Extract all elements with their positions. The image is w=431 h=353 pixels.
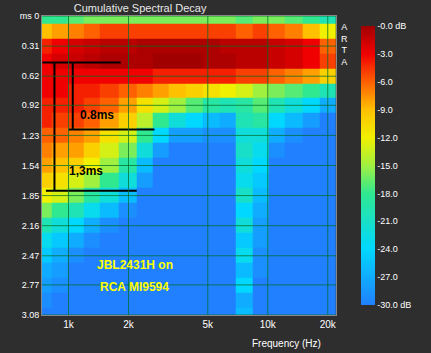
svg-text:0.8ms: 0.8ms [80,108,114,122]
svg-text:1.23: 1.23 [22,131,40,141]
svg-text:-21.0: -21.0 [377,216,398,226]
svg-text:JBL2431H on: JBL2431H on [97,258,173,272]
svg-text:0.62: 0.62 [22,71,40,81]
svg-text:-18.0: -18.0 [377,189,398,199]
svg-text:10k: 10k [260,319,277,330]
svg-text:0.92: 0.92 [22,100,40,110]
svg-text:1.54: 1.54 [22,161,40,171]
svg-text:-15.0: -15.0 [377,161,398,171]
svg-text:ARTA: ARTA [341,22,348,67]
svg-text:5k: 5k [203,319,215,330]
svg-text:2.77: 2.77 [22,280,40,290]
svg-text:1k: 1k [63,319,75,330]
svg-text:-27.0: -27.0 [377,272,398,282]
svg-text:-9.0: -9.0 [377,105,393,115]
svg-text:-30.0 dB: -30.0 dB [377,300,411,310]
svg-text:ms 0: ms 0 [20,11,40,21]
svg-text:3.08: 3.08 [22,310,40,320]
svg-text:RCA MI9594: RCA MI9594 [100,280,169,294]
svg-text:-6.0: -6.0 [377,77,393,87]
svg-text:Cumulative Spectral Decay: Cumulative Spectral Decay [74,2,207,14]
svg-text:1,3ms: 1,3ms [69,164,103,178]
svg-text:-12.0: -12.0 [377,133,398,143]
svg-text:-24.0: -24.0 [377,244,398,254]
svg-text:2k: 2k [123,319,135,330]
svg-text:1.85: 1.85 [22,191,40,201]
svg-text:0.31: 0.31 [22,41,40,51]
svg-text:2.16: 2.16 [22,221,40,231]
svg-text:20k: 20k [320,319,337,330]
svg-text:-0.0 dB: -0.0 dB [377,21,406,31]
svg-text:Frequency (Hz): Frequency (Hz) [252,338,321,349]
svg-text:-3.0: -3.0 [377,49,393,59]
svg-text:2.47: 2.47 [22,251,40,261]
